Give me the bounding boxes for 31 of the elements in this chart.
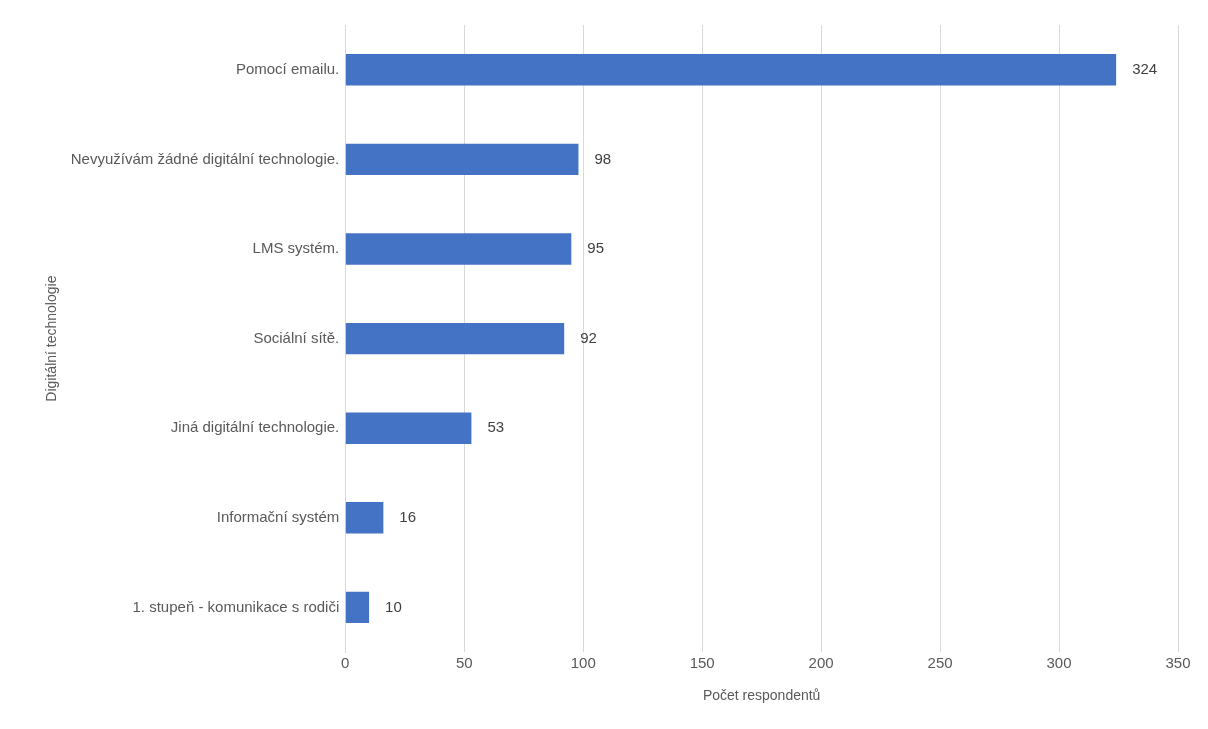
data-label: 324 [1132,59,1158,77]
bar [345,233,572,265]
data-label: 16 [399,507,417,525]
bar [345,54,1117,86]
x-tick-label: 200 [808,654,834,672]
y-tick-label: Nevyužívám žádné digitální technologie. [70,149,340,167]
data-label: 10 [385,597,402,615]
x-tick-label: 250 [927,654,953,672]
data-label: 53 [487,418,505,436]
y-tick-label: Pomocí emailu. [235,59,340,77]
data-label: 98 [594,149,612,167]
bar [345,412,472,444]
y-tick-label: 1. stupeň - komunikace s rodiči [132,597,340,615]
y-tick-label: Jiná digitální technologie. [170,418,340,436]
x-tick-label: 350 [1165,654,1191,672]
y-tick-label: Informační systém [216,507,340,525]
bar [345,502,384,534]
y-tick-label: Sociální sítě. [253,328,340,346]
x-tick-label: 150 [689,654,715,672]
x-tick-label: 50 [455,654,473,672]
data-label: 95 [587,239,604,257]
x-axis-title: Počet respondentů [702,687,821,704]
x-tick-label: 100 [570,654,596,672]
y-axis-title: Digitální technologie [43,275,60,402]
bar [345,591,370,624]
x-tick-label: 0 [341,654,350,672]
bar [345,322,565,355]
bar [345,143,579,176]
x-tick-label: 300 [1046,654,1072,672]
y-tick-label: LMS systém. [252,239,340,257]
data-label: 92 [580,328,597,346]
